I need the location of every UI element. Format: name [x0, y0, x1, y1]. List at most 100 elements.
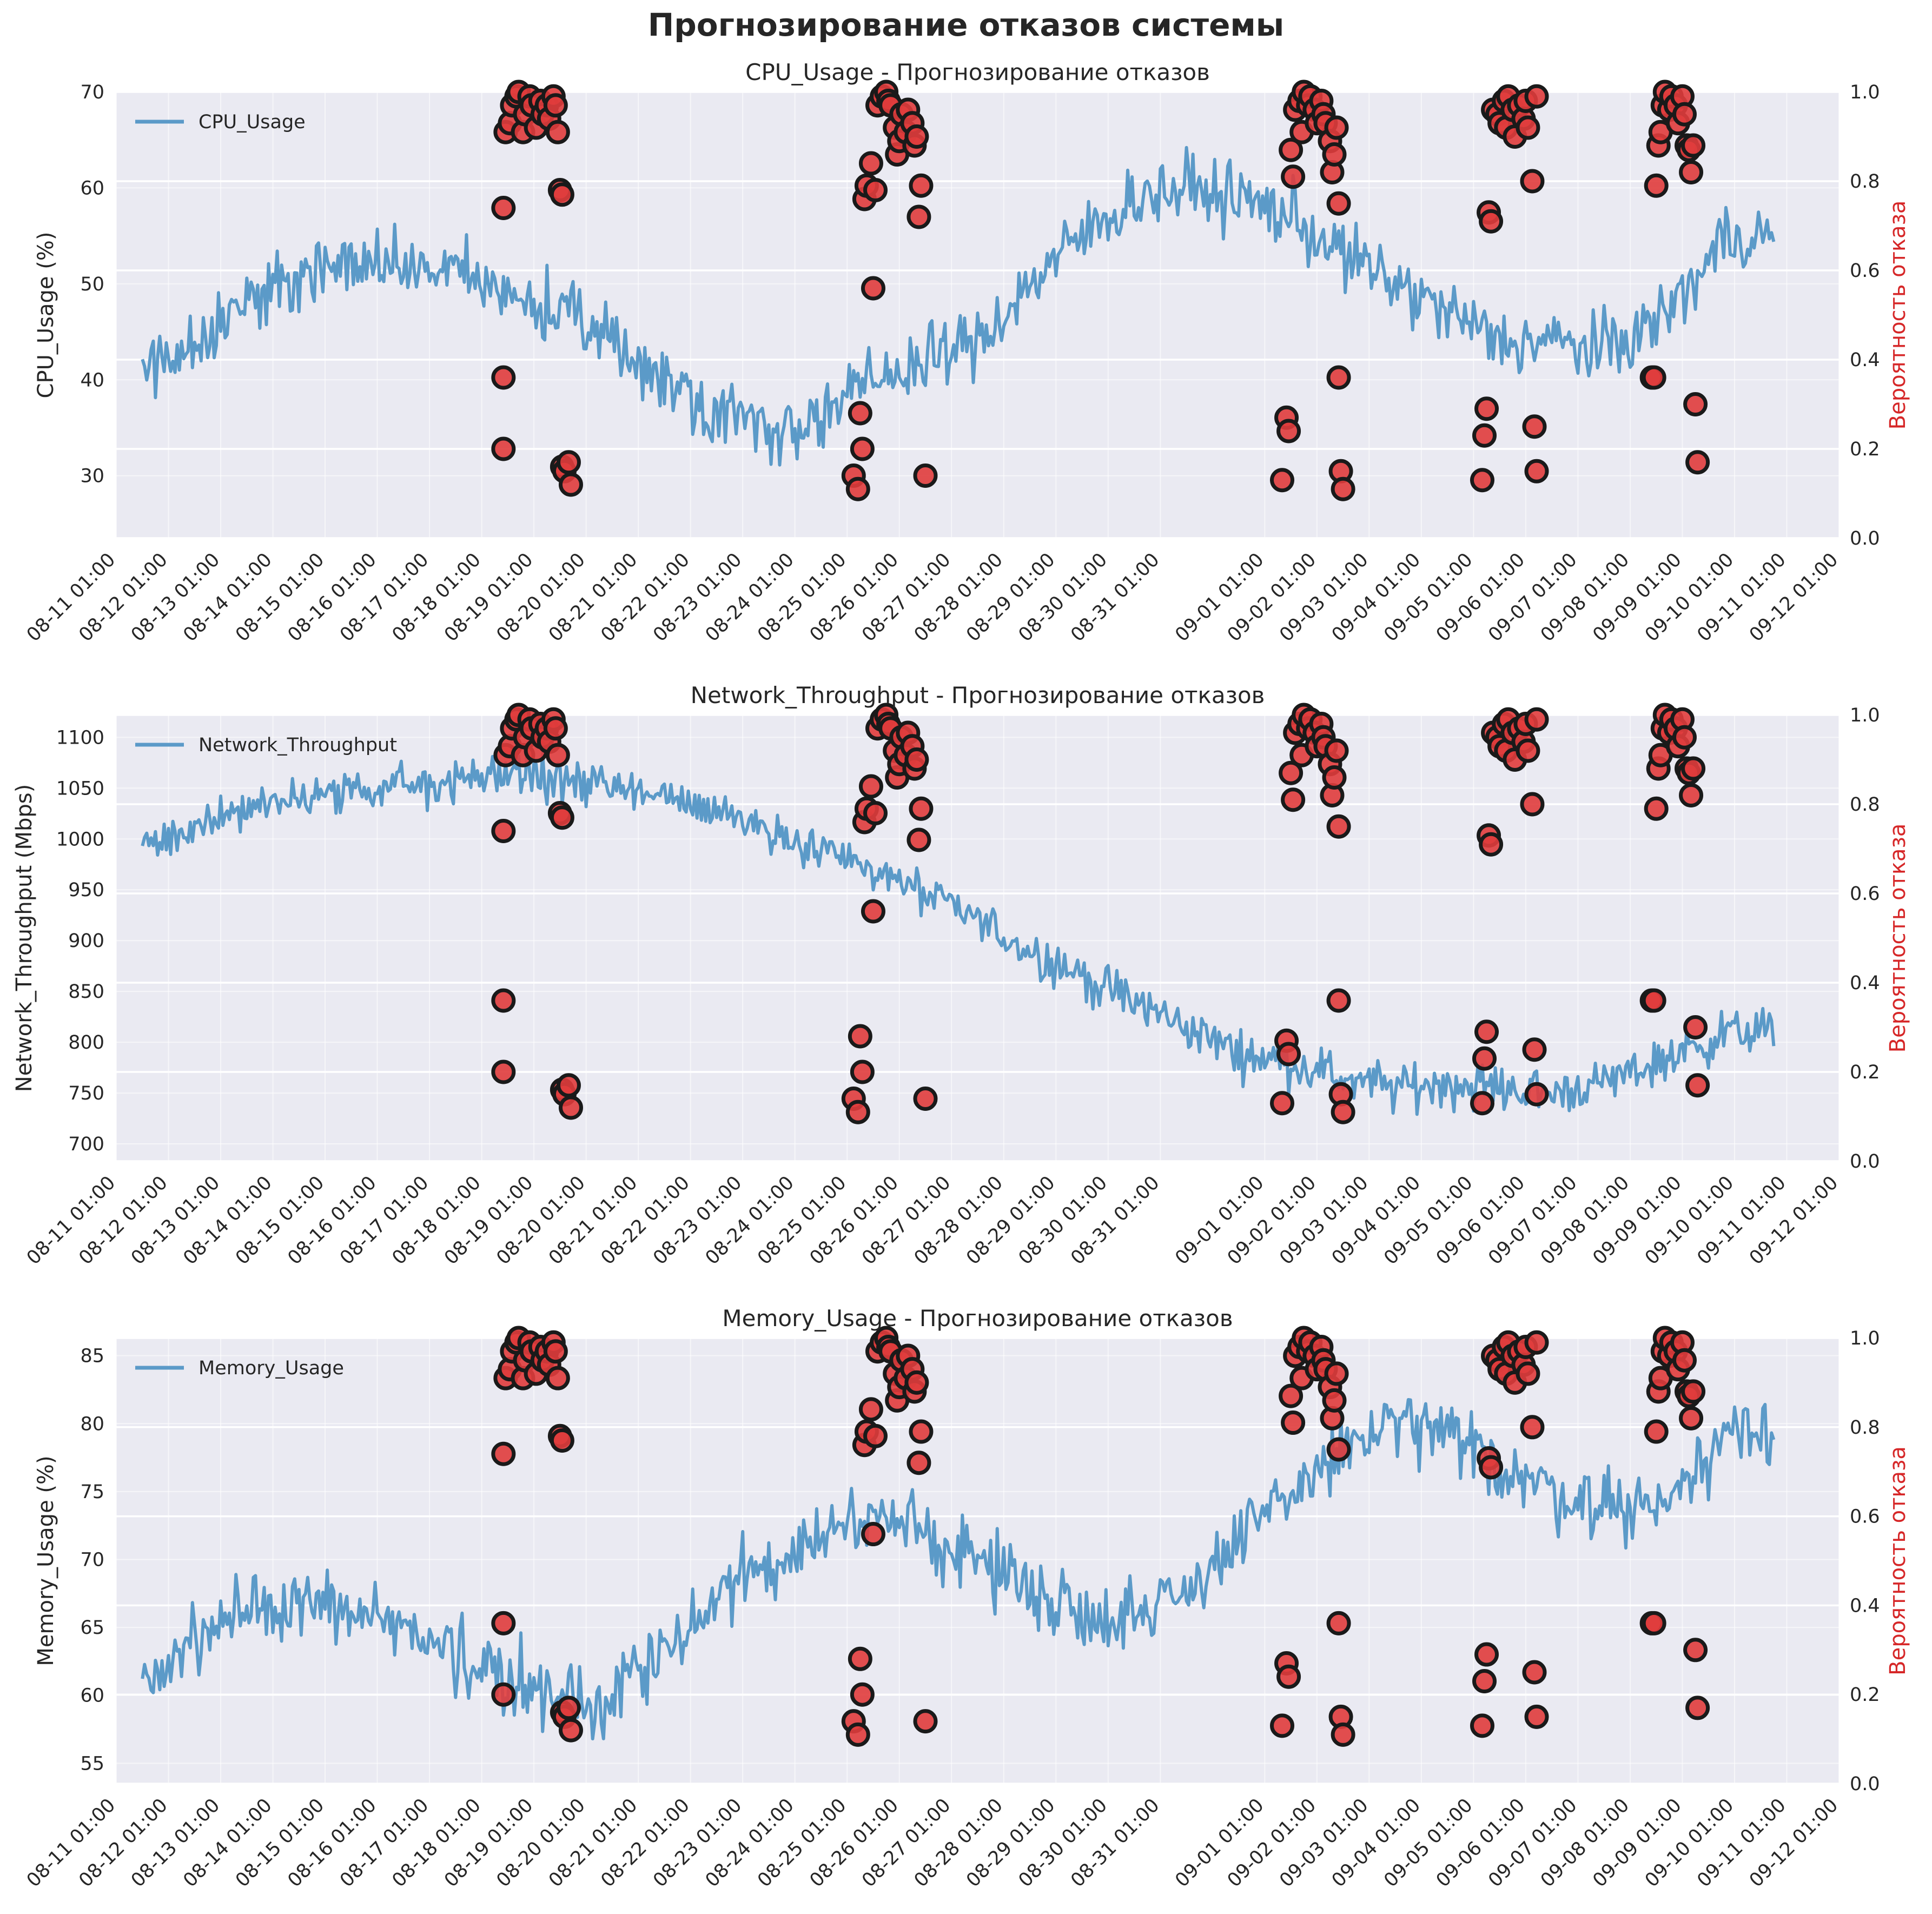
y2-tick-label: 0.8 — [1850, 794, 1880, 816]
failure-point — [1322, 142, 1347, 167]
failure-point — [556, 1073, 581, 1098]
failure-point — [550, 1428, 574, 1453]
failure-point — [1270, 468, 1295, 493]
y-tick-label: 700 — [68, 1134, 104, 1155]
y-tick-label: 1050 — [56, 778, 104, 799]
failure-point — [543, 716, 568, 741]
failure-point — [1516, 1361, 1540, 1386]
failure-point — [1279, 137, 1304, 162]
failure-point — [913, 1087, 938, 1111]
x-tick-label: 09-01 01:00 — [1171, 1172, 1268, 1269]
failure-point — [1683, 1638, 1708, 1663]
failure-point — [858, 774, 883, 799]
failure-point — [909, 1419, 934, 1444]
failure-point — [1683, 1015, 1708, 1039]
failure-point — [1520, 169, 1545, 194]
y2-tick-label: 0.2 — [1850, 439, 1880, 460]
failure-point — [863, 1423, 888, 1448]
failure-point — [1685, 450, 1710, 475]
failure-point — [1474, 396, 1499, 421]
failure-point — [1470, 1091, 1494, 1116]
chart-title: Network_Throughput - Прогнозирование отк… — [691, 682, 1265, 708]
failure-point — [1479, 832, 1504, 857]
failure-point — [907, 827, 931, 852]
failure-point — [909, 796, 934, 821]
failure-point — [1681, 756, 1706, 781]
figure-title: Прогнозирование отказов системы — [647, 6, 1285, 43]
failure-point — [1681, 133, 1706, 158]
failure-point — [904, 747, 929, 772]
failure-point — [904, 124, 929, 149]
failure-point — [858, 1397, 883, 1422]
legend: Memory_Usage — [135, 1357, 344, 1379]
y2-tick-label: 0.8 — [1850, 1417, 1880, 1439]
failure-point — [545, 743, 570, 767]
failure-point — [1326, 814, 1351, 839]
y-axis-label: CPU_Usage (%) — [34, 232, 58, 399]
legend-label: Memory_Usage — [199, 1357, 344, 1379]
y-tick-label: 70 — [80, 82, 104, 103]
failure-point — [491, 1059, 516, 1084]
y-axis-label: Network_Throughput (Mbps) — [12, 784, 37, 1092]
y-axis-label: Memory_Usage (%) — [34, 1455, 58, 1666]
y2-tick-label: 0.8 — [1850, 171, 1880, 193]
failure-point — [1642, 1611, 1666, 1635]
failure-point — [1331, 476, 1355, 501]
failure-point — [1472, 1046, 1497, 1071]
legend-label: CPU_Usage — [199, 111, 306, 133]
failure-point — [1276, 1042, 1301, 1067]
y-tick-label: 800 — [68, 1032, 104, 1054]
failure-point — [1276, 1664, 1301, 1689]
failure-point — [1524, 707, 1549, 732]
failure-point — [913, 463, 938, 488]
failure-point — [558, 1095, 583, 1120]
failure-point — [1520, 1415, 1545, 1440]
failure-point — [1685, 1696, 1710, 1720]
failure-point — [907, 1451, 931, 1475]
y-tick-label: 1100 — [56, 727, 104, 749]
failure-point — [913, 1709, 938, 1734]
y-tick-label: 55 — [80, 1753, 104, 1774]
y2-axis-label: Вероятность отказа — [1885, 201, 1910, 430]
failure-point — [550, 182, 574, 207]
y-tick-label: 60 — [80, 1685, 104, 1707]
y-tick-label: 85 — [80, 1346, 104, 1367]
x-tick-label: 08-11 01:00 — [23, 549, 120, 646]
y-tick-label: 60 — [80, 177, 104, 199]
failure-point — [491, 1441, 516, 1466]
failure-point — [491, 819, 516, 843]
failure-point — [491, 1682, 516, 1707]
failure-point — [1326, 191, 1351, 216]
x-tick-label: 09-01 01:00 — [1171, 1794, 1268, 1891]
failure-point — [1679, 160, 1704, 184]
failure-point — [1644, 796, 1669, 821]
y-tick-label: 900 — [68, 930, 104, 952]
failure-point — [848, 1646, 872, 1671]
failure-point — [1642, 365, 1666, 390]
x-tick-label: 09-01 01:00 — [1171, 549, 1268, 646]
chart-title: CPU_Usage - Прогнозирование отказов — [745, 59, 1210, 85]
y2-tick-label: 0.4 — [1850, 349, 1880, 371]
failure-point — [545, 120, 570, 144]
legend: CPU_Usage — [135, 111, 306, 133]
failure-point — [1679, 783, 1704, 807]
failure-point — [1522, 1660, 1547, 1685]
failure-point — [1470, 1713, 1494, 1738]
failure-point — [848, 401, 872, 426]
failure-point — [543, 1339, 568, 1364]
series-line — [141, 1398, 1776, 1740]
series-line — [141, 745, 1776, 1116]
x-tick-label: 08-11 01:00 — [23, 1172, 120, 1269]
y-tick-label: 75 — [80, 1481, 104, 1503]
failure-point — [850, 1682, 875, 1707]
legend-label: Network_Throughput — [199, 734, 397, 756]
failure-point — [543, 93, 568, 118]
y2-tick-label: 0.6 — [1850, 1506, 1880, 1528]
failure-point — [1331, 1100, 1355, 1124]
failure-point — [1324, 738, 1349, 763]
failure-point — [1326, 365, 1351, 390]
failure-point — [1326, 1611, 1351, 1635]
failure-point — [1470, 468, 1494, 493]
failure-point — [1524, 459, 1549, 484]
